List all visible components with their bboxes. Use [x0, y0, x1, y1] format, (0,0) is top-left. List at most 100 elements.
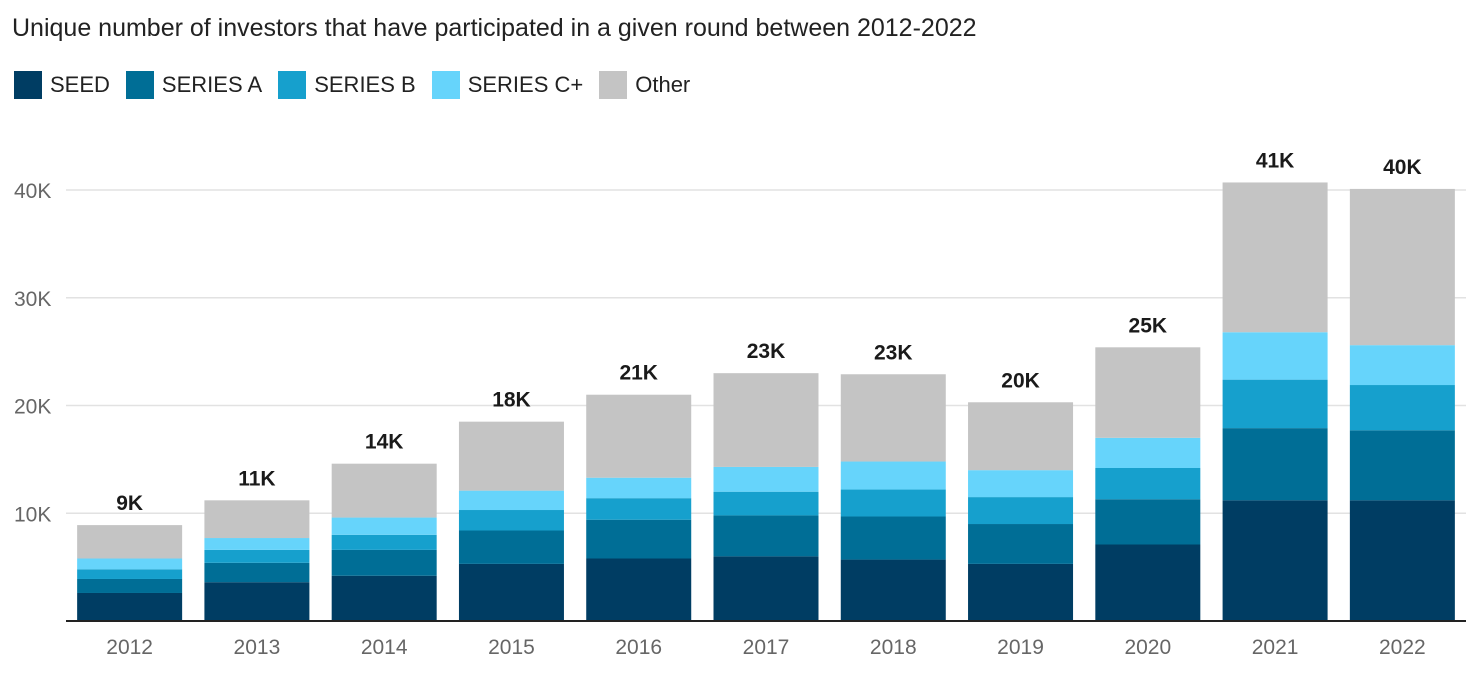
bar-2017-other: [713, 373, 819, 467]
legend-label-seed: SEED: [50, 72, 110, 97]
legend-swatch-series-a: [125, 71, 154, 99]
total-label-2020: 25K: [1129, 314, 1168, 337]
bar-2022-series-c: [1349, 345, 1455, 386]
bar-2016-other: [586, 394, 692, 478]
legend: SEED SERIES A SERIES B SERIES C+ Other: [14, 70, 706, 100]
legend-item-other: Other: [599, 71, 690, 99]
total-label-2021: 41K: [1256, 149, 1295, 172]
bar-2014-series-a: [331, 549, 437, 576]
total-label-2022: 40K: [1383, 156, 1422, 179]
y-tick-label-10k: 10K: [14, 503, 51, 526]
bar-2020-other: [1095, 347, 1201, 438]
bar-2016-series-a: [586, 519, 692, 559]
legend-label-series-a: SERIES A: [161, 72, 263, 97]
x-tick-label-2022: 2022: [1379, 636, 1426, 659]
bar-2021-seed: [1222, 500, 1328, 621]
bar-2018-series-b: [840, 489, 946, 517]
bar-2012-series-c: [77, 558, 183, 570]
legend-label-series-c: SERIES C+: [467, 72, 584, 97]
bar-2022-other: [1349, 188, 1455, 346]
x-tick-label-2019: 2019: [997, 636, 1044, 659]
bar-2015-seed: [458, 563, 564, 621]
x-tick-label-2016: 2016: [615, 636, 662, 659]
bar-2012-series-b: [77, 569, 183, 579]
legend-swatch-seed: [14, 71, 42, 99]
bar-2016-series-c: [586, 477, 692, 499]
bar-2017-seed: [713, 556, 819, 621]
bar-2015-series-a: [458, 530, 564, 564]
x-tick-label-2021: 2021: [1252, 636, 1299, 659]
bars: [77, 182, 1455, 621]
legend-swatch-series-b: [278, 71, 307, 99]
bar-2013-other: [204, 500, 310, 539]
bar-2017-series-a: [713, 515, 819, 557]
bar-2014-series-c: [331, 517, 437, 535]
bar-2013-seed: [204, 582, 310, 621]
legend-swatch-series-c: [431, 71, 460, 99]
bar-2013-series-c: [204, 538, 310, 550]
bar-2014-series-b: [331, 534, 437, 550]
bar-2019-series-b: [968, 497, 1074, 525]
legend-label-other: Other: [635, 72, 691, 97]
bar-2018-other: [840, 374, 946, 462]
bar-2020-series-a: [1095, 499, 1201, 545]
y-tick-label-30k: 30K: [14, 288, 51, 311]
bar-2015-other: [458, 421, 564, 491]
bar-2022-seed: [1349, 500, 1455, 621]
bar-2021-series-c: [1222, 332, 1328, 380]
bar-2021-series-b: [1222, 379, 1328, 429]
bar-2014-other: [331, 463, 437, 518]
total-label-2013: 11K: [238, 467, 275, 490]
total-label-2019: 20K: [1001, 369, 1040, 392]
bar-2015-series-c: [458, 490, 564, 511]
labels: 10K 20K 30K 40K 9K 2012 11K 2013 14K 2014 18K 2015 2…: [14, 149, 1466, 659]
legend-swatch-other: [599, 71, 628, 99]
bar-2012-other: [77, 525, 183, 559]
x-tick-label-2018: 2018: [870, 636, 917, 659]
legend-item-series-a: SERIES A: [125, 71, 263, 99]
legend-item-series-b: SERIES B: [278, 71, 416, 99]
x-tick-label-2012: 2012: [106, 636, 153, 659]
bar-2019-series-c: [968, 470, 1074, 498]
bar-2018-series-c: [840, 461, 946, 490]
bar-2020-series-c: [1095, 437, 1201, 468]
y-tick-label-40k: 40K: [14, 180, 51, 203]
bar-2019-series-a: [968, 524, 1074, 564]
bar-2018-seed: [840, 559, 946, 621]
x-tick-label-2017: 2017: [743, 636, 790, 659]
bar-2021-series-a: [1222, 428, 1328, 501]
bar-2017-series-b: [713, 491, 819, 516]
x-tick-label-2020: 2020: [1124, 636, 1171, 659]
bar-2021-other: [1222, 182, 1328, 333]
bar-2022-series-a: [1349, 430, 1455, 501]
legend-item-seed: SEED: [14, 71, 110, 99]
bar-2015-series-b: [458, 510, 564, 531]
bar-2013-series-a: [204, 562, 310, 583]
bar-2013-series-b: [204, 549, 310, 563]
bar-2022-series-b: [1349, 385, 1455, 431]
bar-2018-series-a: [840, 516, 946, 560]
bar-2020-series-b: [1095, 467, 1201, 500]
total-label-2012: 9K: [116, 492, 143, 515]
bar-2019-other: [968, 402, 1074, 471]
bar-2014-seed: [331, 575, 437, 621]
x-tick-label-2013: 2013: [234, 636, 281, 659]
total-label-2016: 21K: [619, 362, 658, 385]
bar-2016-series-b: [586, 498, 692, 520]
total-label-2018: 23K: [874, 341, 913, 364]
chart-title: Unique number of investors that have par…: [12, 14, 977, 42]
x-tick-label-2014: 2014: [361, 636, 408, 659]
total-label-2014: 14K: [365, 431, 404, 454]
bar-2012-series-a: [77, 578, 183, 593]
bar-2012-seed: [77, 592, 183, 621]
legend-label-series-b: SERIES B: [314, 72, 416, 97]
legend-item-series-c: SERIES C+: [431, 71, 584, 99]
bar-2020-seed: [1095, 544, 1201, 621]
bar-2017-series-c: [713, 466, 819, 492]
total-label-2017: 23K: [747, 340, 786, 363]
x-tick-label-2015: 2015: [488, 636, 535, 659]
y-tick-label-20k: 20K: [14, 396, 51, 419]
bar-2016-seed: [586, 558, 692, 621]
bar-2019-seed: [968, 563, 1074, 621]
